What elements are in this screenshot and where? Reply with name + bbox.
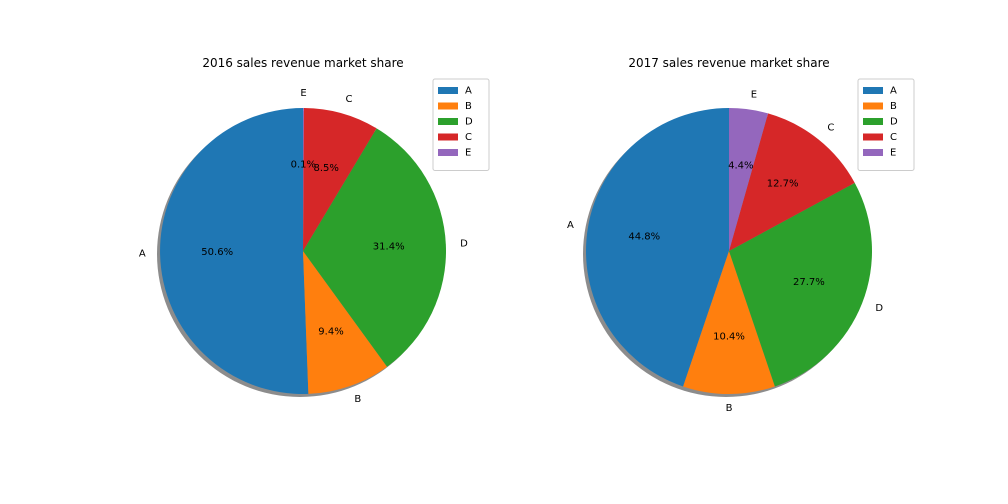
wedge-label-e: E <box>751 90 757 101</box>
legend-swatch-c <box>863 133 883 141</box>
wedge-pct-c: 12.7% <box>767 179 799 190</box>
wedge-label-c: C <box>827 123 834 134</box>
legend-label-c: C <box>890 132 897 143</box>
wedge-pct-b: 10.4% <box>713 331 745 342</box>
legend-label-d: D <box>465 117 473 128</box>
legend-frame <box>857 78 915 171</box>
legend-label-a: A <box>890 86 897 97</box>
legend-label-e: E <box>465 148 471 159</box>
legend-label-b: B <box>890 101 897 112</box>
wedge-d <box>303 128 446 367</box>
wedge-label-c: C <box>346 94 353 105</box>
legend-label-d: D <box>890 117 898 128</box>
legend-label-b: B <box>465 101 472 112</box>
legend-swatch-e <box>863 149 883 156</box>
wedge-pct-d: 27.7% <box>793 277 825 288</box>
wedge-e <box>303 107 304 251</box>
wedge-e <box>729 108 769 251</box>
legend-label-e: E <box>890 148 896 159</box>
wedge-label-b: B <box>726 403 733 414</box>
legend-swatch-e <box>438 149 458 156</box>
wedge-label-a: A <box>139 249 146 260</box>
wedge-pct-e: 4.4% <box>728 161 753 172</box>
wedge-b <box>683 251 775 395</box>
chart-2-title: 2017 sales revenue market share <box>628 56 829 70</box>
wedge-label-d: D <box>460 239 468 250</box>
wedge-pct-a: 44.8% <box>628 232 660 243</box>
legend-swatch-b <box>438 102 458 110</box>
wedge-pct-e: 0.1% <box>291 160 316 171</box>
wedge-c <box>729 113 855 252</box>
chart-1-title: 2016 sales revenue market share <box>202 56 403 70</box>
wedge-label-d: D <box>875 303 883 314</box>
legend-label-a: A <box>465 86 472 97</box>
wedge-a <box>160 108 309 394</box>
legend-swatch-d <box>863 118 883 125</box>
wedge-c <box>303 108 377 251</box>
wedge-d <box>729 182 872 387</box>
wedge-label-b: B <box>354 394 361 405</box>
legend-swatch-d <box>438 118 458 125</box>
legend-frame <box>432 78 490 171</box>
wedge-b <box>303 251 388 394</box>
legend-swatch-c <box>438 133 458 141</box>
legend-label-c: C <box>465 132 472 143</box>
legend-swatch-a <box>438 87 458 94</box>
wedge-a <box>585 108 729 387</box>
pie-chart-2: 2017 sales revenue market share A 44.8% B 10… <box>567 56 915 414</box>
wedge-label-e: E <box>300 88 306 99</box>
pie-chart-1: 2016 sales revenue market share A 50.6% B 9.… <box>139 56 490 405</box>
wedge-pct-a: 50.6% <box>201 247 233 258</box>
legend-swatch-b <box>863 102 883 110</box>
legend-swatch-a <box>863 87 883 94</box>
wedge-pct-b: 9.4% <box>318 327 343 338</box>
wedge-label-a: A <box>567 220 574 231</box>
wedge-pct-c: 8.5% <box>313 163 338 174</box>
wedge-pct-d: 31.4% <box>373 242 405 253</box>
